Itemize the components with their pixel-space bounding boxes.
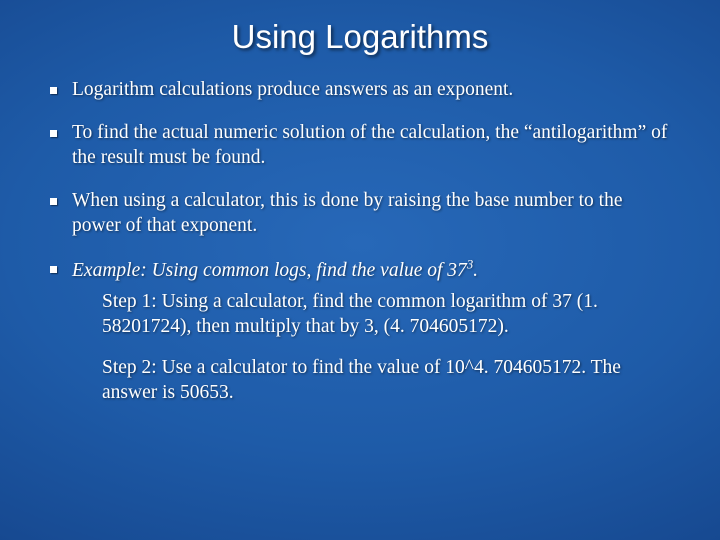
example-lead-prefix: Example: Using common logs, find the val… (72, 260, 467, 281)
example-step: Step 1: Using a calculator, find the com… (102, 290, 674, 340)
example-step: Step 2: Use a calculator to find the val… (102, 356, 674, 406)
slide-title: Using Logarithms (46, 18, 674, 56)
bullet-item: When using a calculator, this is done by… (46, 189, 674, 239)
example-lead: Example: Using common logs, find the val… (72, 260, 478, 281)
bullet-text: When using a calculator, this is done by… (72, 190, 623, 236)
bullet-item-example: Example: Using common logs, find the val… (46, 257, 674, 406)
example-lead-suffix: . (473, 260, 478, 281)
slide: Using Logarithms Logarithm calculations … (0, 0, 720, 540)
bullet-list: Logarithm calculations produce answers a… (46, 78, 674, 406)
bullet-text: Logarithm calculations produce answers a… (72, 79, 513, 100)
bullet-item: Logarithm calculations produce answers a… (46, 78, 674, 103)
example-steps: Step 1: Using a calculator, find the com… (102, 290, 674, 406)
bullet-text: To find the actual numeric solution of t… (72, 122, 667, 168)
bullet-item: To find the actual numeric solution of t… (46, 121, 674, 171)
